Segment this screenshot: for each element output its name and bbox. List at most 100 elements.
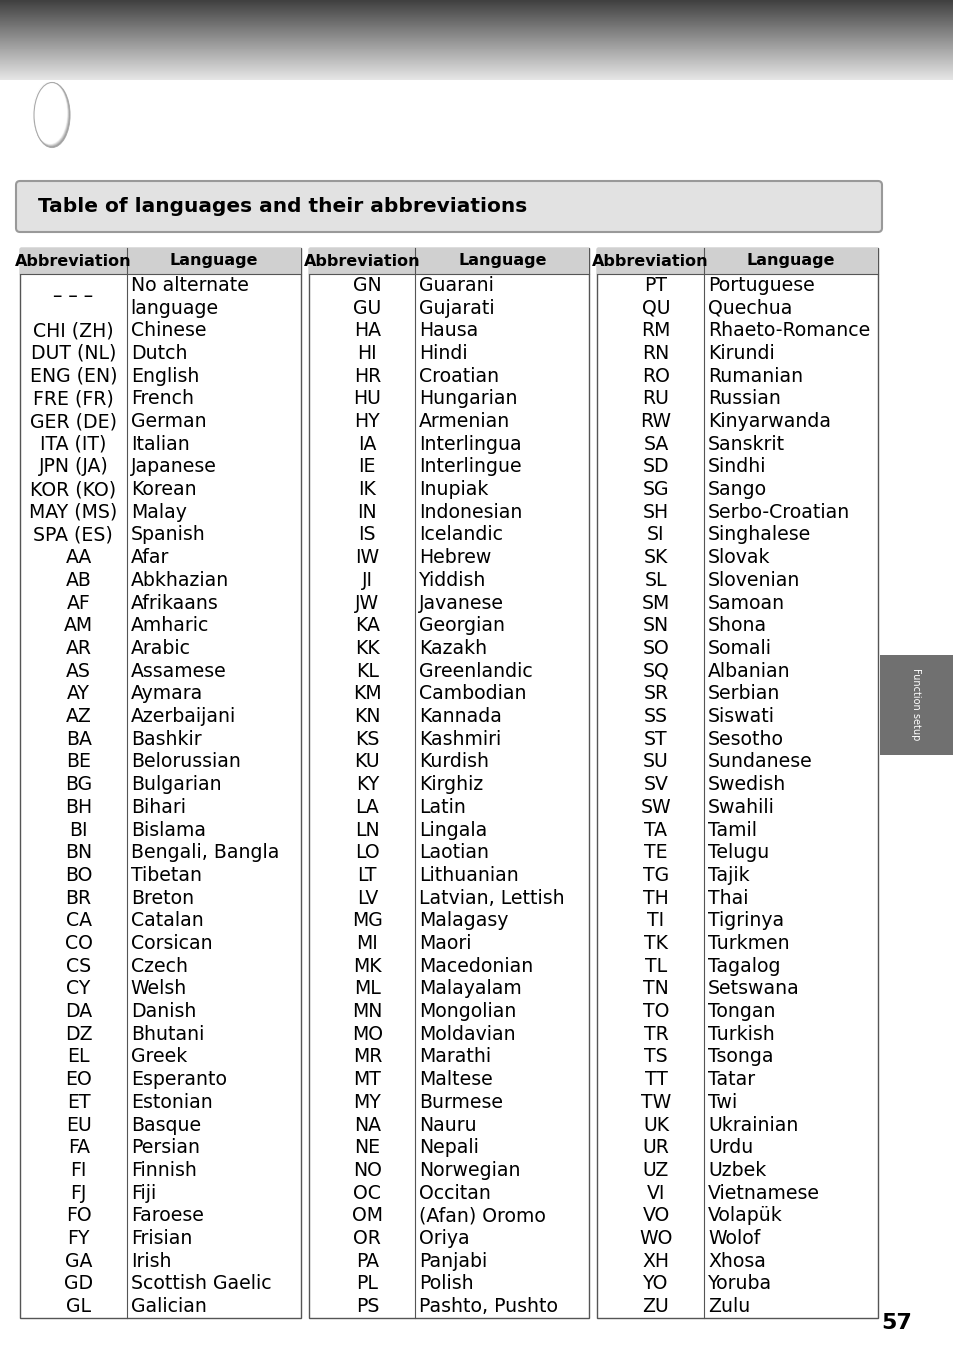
Text: Panjabi: Panjabi [419, 1252, 487, 1271]
Text: Siswati: Siswati [707, 708, 774, 727]
Text: Azerbaijani: Azerbaijani [131, 708, 235, 727]
Text: EU: EU [66, 1116, 91, 1135]
Text: AR: AR [66, 639, 91, 658]
Text: PS: PS [355, 1297, 378, 1316]
Text: Ukrainian: Ukrainian [707, 1116, 798, 1135]
Text: Aymara: Aymara [131, 685, 203, 704]
Text: language: language [131, 298, 218, 318]
Text: Amharic: Amharic [131, 616, 209, 635]
Bar [879, 655, 953, 755]
Text: MY: MY [353, 1093, 381, 1112]
Bar [309, 248, 589, 1318]
Text: CA: CA [66, 911, 91, 930]
Text: Tsonga: Tsonga [707, 1047, 773, 1066]
Text: Macedonian: Macedonian [419, 957, 533, 976]
Text: RW: RW [639, 412, 671, 431]
Text: TN: TN [642, 980, 668, 999]
Text: Yiddish: Yiddish [419, 572, 486, 590]
Text: Albanian: Albanian [707, 662, 790, 681]
Text: TW: TW [640, 1093, 670, 1112]
Text: EO: EO [65, 1070, 91, 1089]
Text: Somali: Somali [707, 639, 771, 658]
Text: Indonesian: Indonesian [419, 503, 522, 522]
Text: SD: SD [642, 457, 669, 476]
Text: GA: GA [65, 1252, 92, 1271]
Ellipse shape [33, 82, 69, 146]
Text: MT: MT [353, 1070, 381, 1089]
Text: MI: MI [356, 934, 377, 953]
Text: LA: LA [355, 798, 378, 817]
Text: BE: BE [66, 752, 91, 771]
Text: OR: OR [353, 1229, 381, 1248]
Text: French: French [131, 390, 193, 408]
Text: VO: VO [641, 1206, 669, 1225]
Text: SN: SN [642, 616, 668, 635]
Text: XH: XH [641, 1252, 669, 1271]
Bar [20, 248, 300, 1318]
Text: MG: MG [352, 911, 382, 930]
Text: Table of languages and their abbreviations: Table of languages and their abbreviatio… [38, 197, 527, 216]
Text: Malayalam: Malayalam [419, 980, 521, 999]
Text: Latin: Latin [419, 798, 466, 817]
Text: KU: KU [355, 752, 379, 771]
Text: MR: MR [353, 1047, 381, 1066]
Text: SU: SU [642, 752, 668, 771]
Text: Cambodian: Cambodian [419, 685, 526, 704]
Text: BO: BO [65, 865, 92, 884]
Text: KA: KA [355, 616, 379, 635]
Text: Bihari: Bihari [131, 798, 186, 817]
Text: Welsh: Welsh [131, 980, 187, 999]
Ellipse shape [41, 92, 53, 115]
FancyBboxPatch shape [16, 181, 882, 232]
Text: Abbreviation: Abbreviation [15, 253, 132, 268]
Ellipse shape [33, 82, 68, 144]
Text: ITA (IT): ITA (IT) [40, 434, 107, 454]
Text: ST: ST [643, 729, 667, 748]
Text: WO: WO [639, 1229, 672, 1248]
Text: EL: EL [68, 1047, 90, 1066]
Text: TL: TL [644, 957, 666, 976]
Text: Russian: Russian [707, 390, 781, 408]
Text: SR: SR [642, 685, 668, 704]
Text: Inupiak: Inupiak [419, 480, 488, 499]
Text: HY: HY [355, 412, 380, 431]
Text: Nepali: Nepali [419, 1138, 478, 1158]
Ellipse shape [33, 82, 70, 147]
Text: Maori: Maori [419, 934, 472, 953]
Text: OC: OC [353, 1184, 381, 1202]
Text: Hungarian: Hungarian [419, 390, 517, 408]
Text: Oriya: Oriya [419, 1229, 470, 1248]
Text: CS: CS [66, 957, 91, 976]
Text: Armenian: Armenian [419, 412, 510, 431]
Text: Turkmen: Turkmen [707, 934, 789, 953]
Text: BG: BG [65, 775, 92, 794]
Text: BN: BN [65, 844, 92, 863]
Text: FA: FA [68, 1138, 90, 1158]
Text: Finnish: Finnish [131, 1161, 196, 1180]
Text: KL: KL [355, 662, 378, 681]
Text: Quechua: Quechua [707, 298, 792, 318]
Text: Tatar: Tatar [707, 1070, 755, 1089]
Text: Wolof: Wolof [707, 1229, 760, 1248]
Text: UK: UK [642, 1116, 668, 1135]
Text: AA: AA [66, 549, 91, 568]
Text: Swahili: Swahili [707, 798, 774, 817]
Text: SPA (ES): SPA (ES) [33, 526, 113, 545]
Text: Assamese: Assamese [131, 662, 226, 681]
Text: Bulgarian: Bulgarian [131, 775, 221, 794]
Text: Irish: Irish [131, 1252, 171, 1271]
Text: Tigrinya: Tigrinya [707, 911, 783, 930]
Text: Tongan: Tongan [707, 1002, 775, 1020]
Text: Galician: Galician [131, 1297, 206, 1316]
Text: AM: AM [64, 616, 93, 635]
Text: Georgian: Georgian [419, 616, 505, 635]
Text: Xhosa: Xhosa [707, 1252, 765, 1271]
Text: Pashto, Pushto: Pashto, Pushto [419, 1297, 558, 1316]
Text: Estonian: Estonian [131, 1093, 213, 1112]
Text: FY: FY [68, 1229, 90, 1248]
Text: Polish: Polish [419, 1274, 474, 1294]
Text: AY: AY [67, 685, 91, 704]
Text: Slovak: Slovak [707, 549, 770, 568]
Text: FJ: FJ [71, 1184, 87, 1202]
Text: CHI (ZH): CHI (ZH) [33, 321, 113, 340]
